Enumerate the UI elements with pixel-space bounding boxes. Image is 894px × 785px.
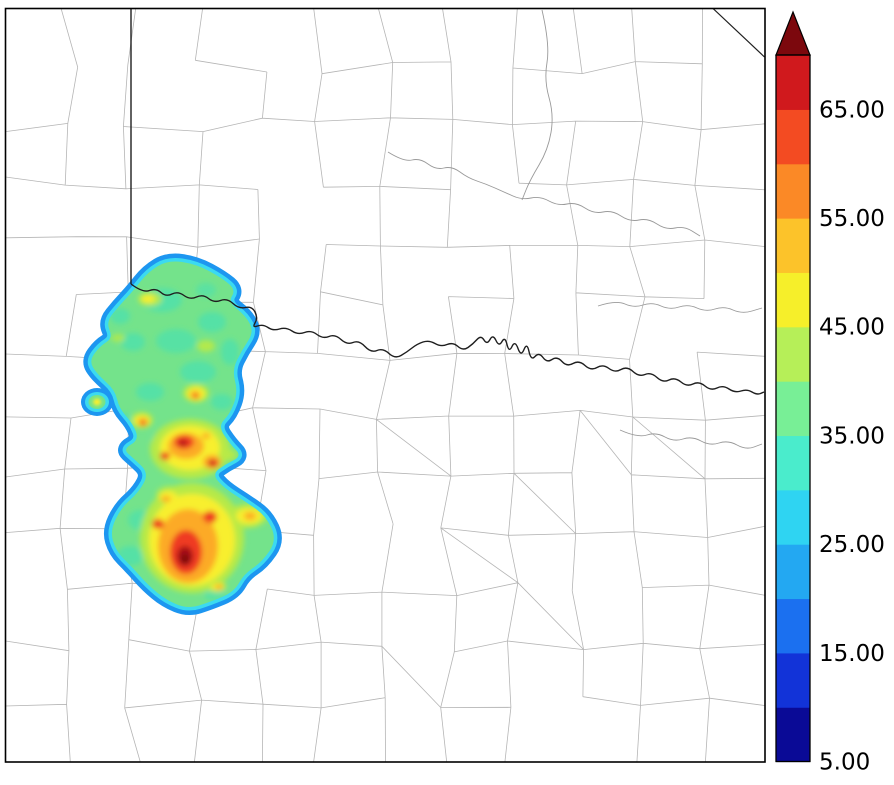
- reflectivity-patch: [140, 420, 146, 426]
- state-border-river: [130, 283, 765, 395]
- reflectivity-patch: [111, 334, 125, 342]
- colorbar-segment: [776, 218, 810, 273]
- reflectivity-patch: [193, 393, 199, 399]
- river-line: [597, 301, 763, 313]
- reflectivity-patch: [202, 433, 210, 439]
- colorbar-tick-label: 45.00: [819, 315, 885, 341]
- reflectivity-patch: [209, 461, 215, 465]
- reflectivity-patch: [110, 308, 130, 324]
- colorbar-segment: [776, 435, 810, 491]
- colorbar-segment: [776, 652, 810, 708]
- colorbar-tick-label: 5.00: [819, 750, 870, 776]
- reflectivity-patch: [160, 452, 170, 460]
- colorbar-segment: [776, 163, 810, 219]
- map-frame: [4, 7, 766, 763]
- river-line: [387, 151, 701, 237]
- river-line: [619, 429, 763, 449]
- colorbar-segment: [776, 381, 810, 437]
- reflectivity-patch: [141, 295, 155, 303]
- colorbar-tick-label: 65.00: [819, 97, 885, 123]
- colorbar-segment: [776, 544, 810, 600]
- colorbar: 65.00 55.00 45.00 35.00 25.00 15.00 5.00: [775, 10, 885, 776]
- reflectivity-patch: [161, 496, 171, 502]
- reflectivity-patch: [196, 283, 216, 297]
- reflectivity-patch: [203, 511, 217, 523]
- reflectivity-patch: [152, 519, 164, 529]
- small-cell-core: [93, 398, 101, 406]
- colorbar-tick-label: 15.00: [819, 641, 885, 667]
- reflectivity-patch: [121, 333, 145, 351]
- reflectivity-patch: [221, 339, 239, 365]
- reflectivity-patch: [181, 554, 189, 564]
- colorbar-segment: [776, 326, 810, 382]
- reflectivity-patch: [180, 361, 216, 383]
- reflectivity-patch: [215, 584, 223, 590]
- reflectivity-patch: [136, 383, 164, 401]
- colorbar-segment: [776, 489, 810, 545]
- reflectivity-patch: [179, 440, 187, 446]
- colorbar-segment: [776, 707, 810, 763]
- reflectivity-patch: [244, 512, 256, 520]
- state-border-diagonal: [712, 8, 765, 58]
- state-borders: [130, 8, 765, 395]
- colorbar-tick-label: 55.00: [819, 206, 885, 232]
- colorbar-extend-arrow: [775, 10, 811, 56]
- colorbar-segment: [776, 272, 810, 328]
- reflectivity-patch: [211, 394, 233, 410]
- reflectivity-patch: [198, 312, 226, 332]
- river-line: [521, 9, 553, 201]
- colorbar-segment: [776, 598, 810, 654]
- colorbar-segment: [776, 55, 810, 110]
- reflectivity-patch: [197, 340, 215, 352]
- colorbar-tick-label: 35.00: [819, 423, 885, 449]
- colorbar-segment: [776, 109, 810, 165]
- rivers: [387, 9, 763, 449]
- colorbar-outline: [775, 54, 811, 763]
- small-cell-max: [93, 398, 101, 406]
- colorbar-tick-label: 25.00: [819, 532, 885, 558]
- reflectivity-patch: [156, 329, 196, 353]
